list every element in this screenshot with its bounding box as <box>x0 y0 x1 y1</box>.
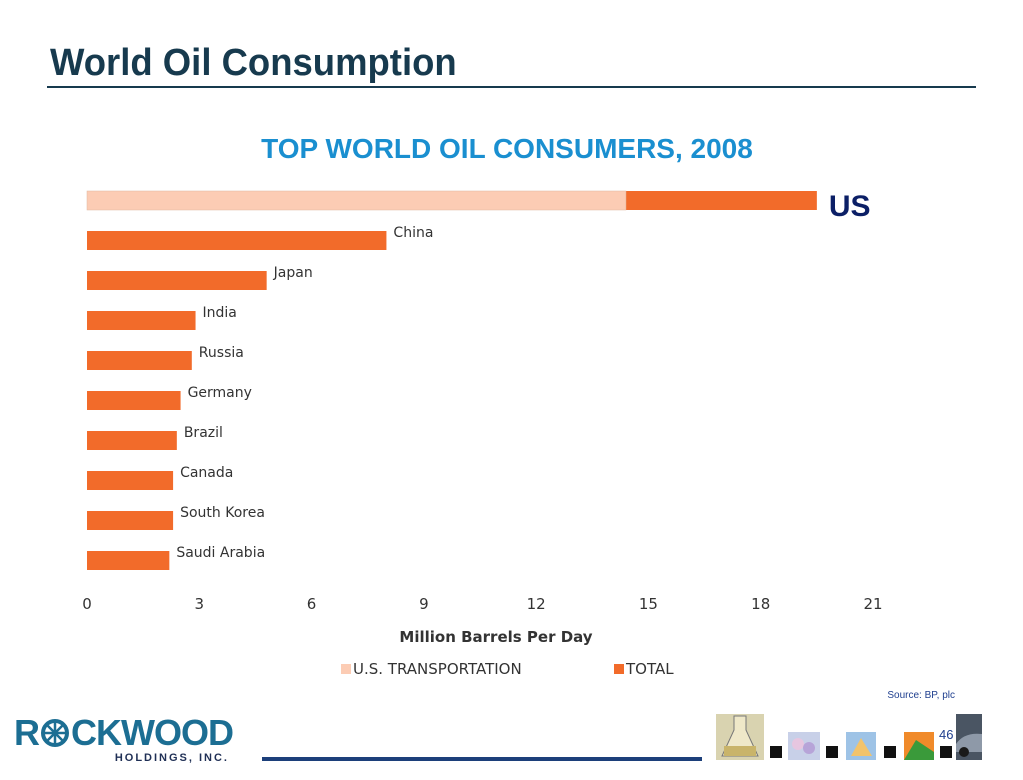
flower-image <box>846 732 876 760</box>
legend-swatch-transportation <box>341 664 351 674</box>
x-tick-label: 3 <box>195 595 205 613</box>
bullet-square <box>826 746 838 758</box>
bar-label-saudi-arabia: Saudi Arabia <box>176 545 265 561</box>
chart-title: TOP WORLD OIL CONSUMERS, 2008 <box>261 133 753 164</box>
page-number: 46 <box>939 727 954 742</box>
bar-label-canada: Canada <box>180 465 233 481</box>
footer-divider <box>262 757 702 761</box>
logo-text-left: R <box>14 712 40 753</box>
bar-label-south-korea: South Korea <box>180 505 265 521</box>
x-tick-label: 0 <box>82 595 92 613</box>
x-tick-label: 18 <box>751 595 770 613</box>
x-tick-label: 21 <box>863 595 882 613</box>
bar-total-saudi-arabia <box>87 551 170 570</box>
legend: U.S. TRANSPORTATION TOTAL <box>341 660 674 678</box>
x-tick-label: 6 <box>307 595 317 613</box>
bar-label-japan: Japan <box>273 265 313 281</box>
x-axis-label: Million Barrels Per Day <box>399 628 592 646</box>
x-tick-label: 15 <box>639 595 658 613</box>
bullet-square <box>884 746 896 758</box>
bar-total-india <box>87 311 196 330</box>
bar-label-russia: Russia <box>199 345 244 361</box>
bar-label-brazil: Brazil <box>184 425 223 441</box>
bar-total-brazil <box>87 431 177 450</box>
car-image <box>956 714 982 760</box>
bar-label-china: China <box>393 225 433 241</box>
bar-total-china <box>87 231 387 250</box>
bar-chart: TOP WORLD OIL CONSUMERS, 2008 US China Jap… <box>82 133 882 678</box>
slide-title: World Oil Consumption <box>50 42 457 84</box>
bar-label-us: US <box>829 190 871 223</box>
bullet-square <box>770 746 782 758</box>
bar-total-south-korea <box>87 511 174 530</box>
bullet-square <box>940 746 952 758</box>
legend-label-total: TOTAL <box>625 660 674 678</box>
bar-label-germany: Germany <box>188 385 252 401</box>
legend-label-transportation: U.S. TRANSPORTATION <box>353 660 522 678</box>
bar-label-india: India <box>203 305 237 321</box>
title-divider <box>47 86 976 88</box>
source-note: Source: BP, plc <box>887 690 955 701</box>
x-tick-label: 9 <box>419 595 429 613</box>
x-tick-labels: 0 3 6 9 12 15 18 21 <box>82 595 882 613</box>
pills-image <box>788 732 820 760</box>
bar-total-canada <box>87 471 174 490</box>
footer-image-strip <box>716 714 982 764</box>
bar-total-germany <box>87 391 181 410</box>
wheel-icon <box>41 719 69 747</box>
legend-swatch-total <box>614 664 624 674</box>
bar-labels-group: US China Japan India Russia Germany Brazil Cana… <box>176 190 870 561</box>
lab-flask-image <box>716 714 764 760</box>
bars-group <box>86 190 817 570</box>
logo-subtitle: HOLDINGS, INC. <box>114 752 229 764</box>
bar-total-japan <box>87 271 267 290</box>
bar-total-russia <box>87 351 192 370</box>
logo-text-right: CKWOOD <box>71 712 234 753</box>
bar-transportation-us <box>86 190 627 211</box>
x-tick-label: 12 <box>527 595 546 613</box>
pigment-image <box>904 732 934 760</box>
company-logo: R CKWOOD HOLDINGS, INC. <box>14 712 234 765</box>
